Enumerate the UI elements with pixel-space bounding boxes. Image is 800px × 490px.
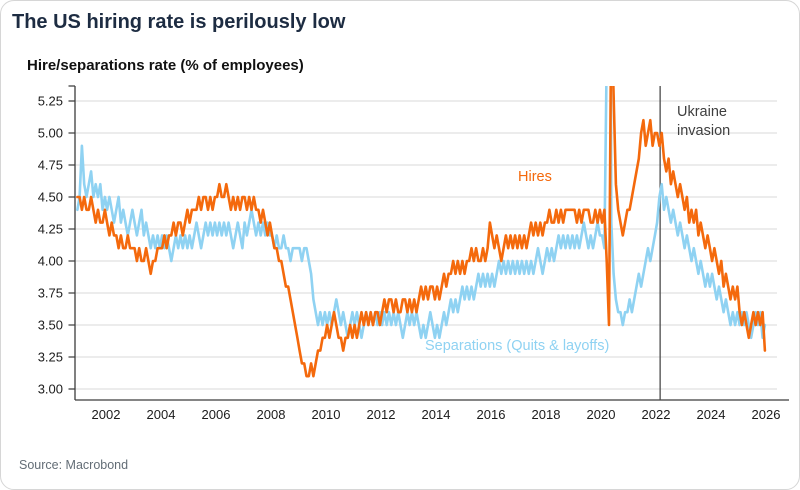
y-tick-label: 3.50 [38,318,63,333]
x-tick-label: 2022 [642,407,671,422]
x-tick-label: 2006 [202,407,231,422]
y-tick-label: 4.00 [38,254,63,269]
x-tick-label: 2008 [257,407,286,422]
source-note: Source: Macrobond [19,458,129,472]
x-tick-label: 2020 [587,407,616,422]
x-tick-label: 2018 [532,407,561,422]
x-tick-label: 2016 [477,407,506,422]
x-tick-label: 2002 [92,407,121,422]
y-tick-label: 4.75 [38,158,63,173]
x-tick-label: 2012 [367,407,396,422]
y-tick-label: 3.25 [38,350,63,365]
x-tick-label: 2004 [147,407,176,422]
x-tick-label: 2010 [312,407,341,422]
x-tick-label: 2024 [697,407,726,422]
y-tick-label: 4.50 [38,190,63,205]
y-tick-label: 3.75 [38,286,63,301]
y-tick-label: 5.25 [38,94,63,109]
y-tick-label: 4.25 [38,222,63,237]
chart-subtitle: Hire/separations rate (% of employees) [27,57,304,74]
annotation-ukraine-invasion: Ukraine invasion [677,104,731,139]
x-tick-label: 2026 [752,407,781,422]
hires-line [76,86,767,378]
separations-line [76,86,767,340]
page-title: The US hiring rate is perilously low [12,11,346,33]
x-tick-label: 2014 [422,407,451,422]
y-tick-label: 5.00 [38,126,63,141]
y-tick-label: 3.00 [38,382,63,397]
series-label-separations: Separations (Quits & layoffs) [425,338,610,354]
series-label-hires: Hires [518,169,552,185]
